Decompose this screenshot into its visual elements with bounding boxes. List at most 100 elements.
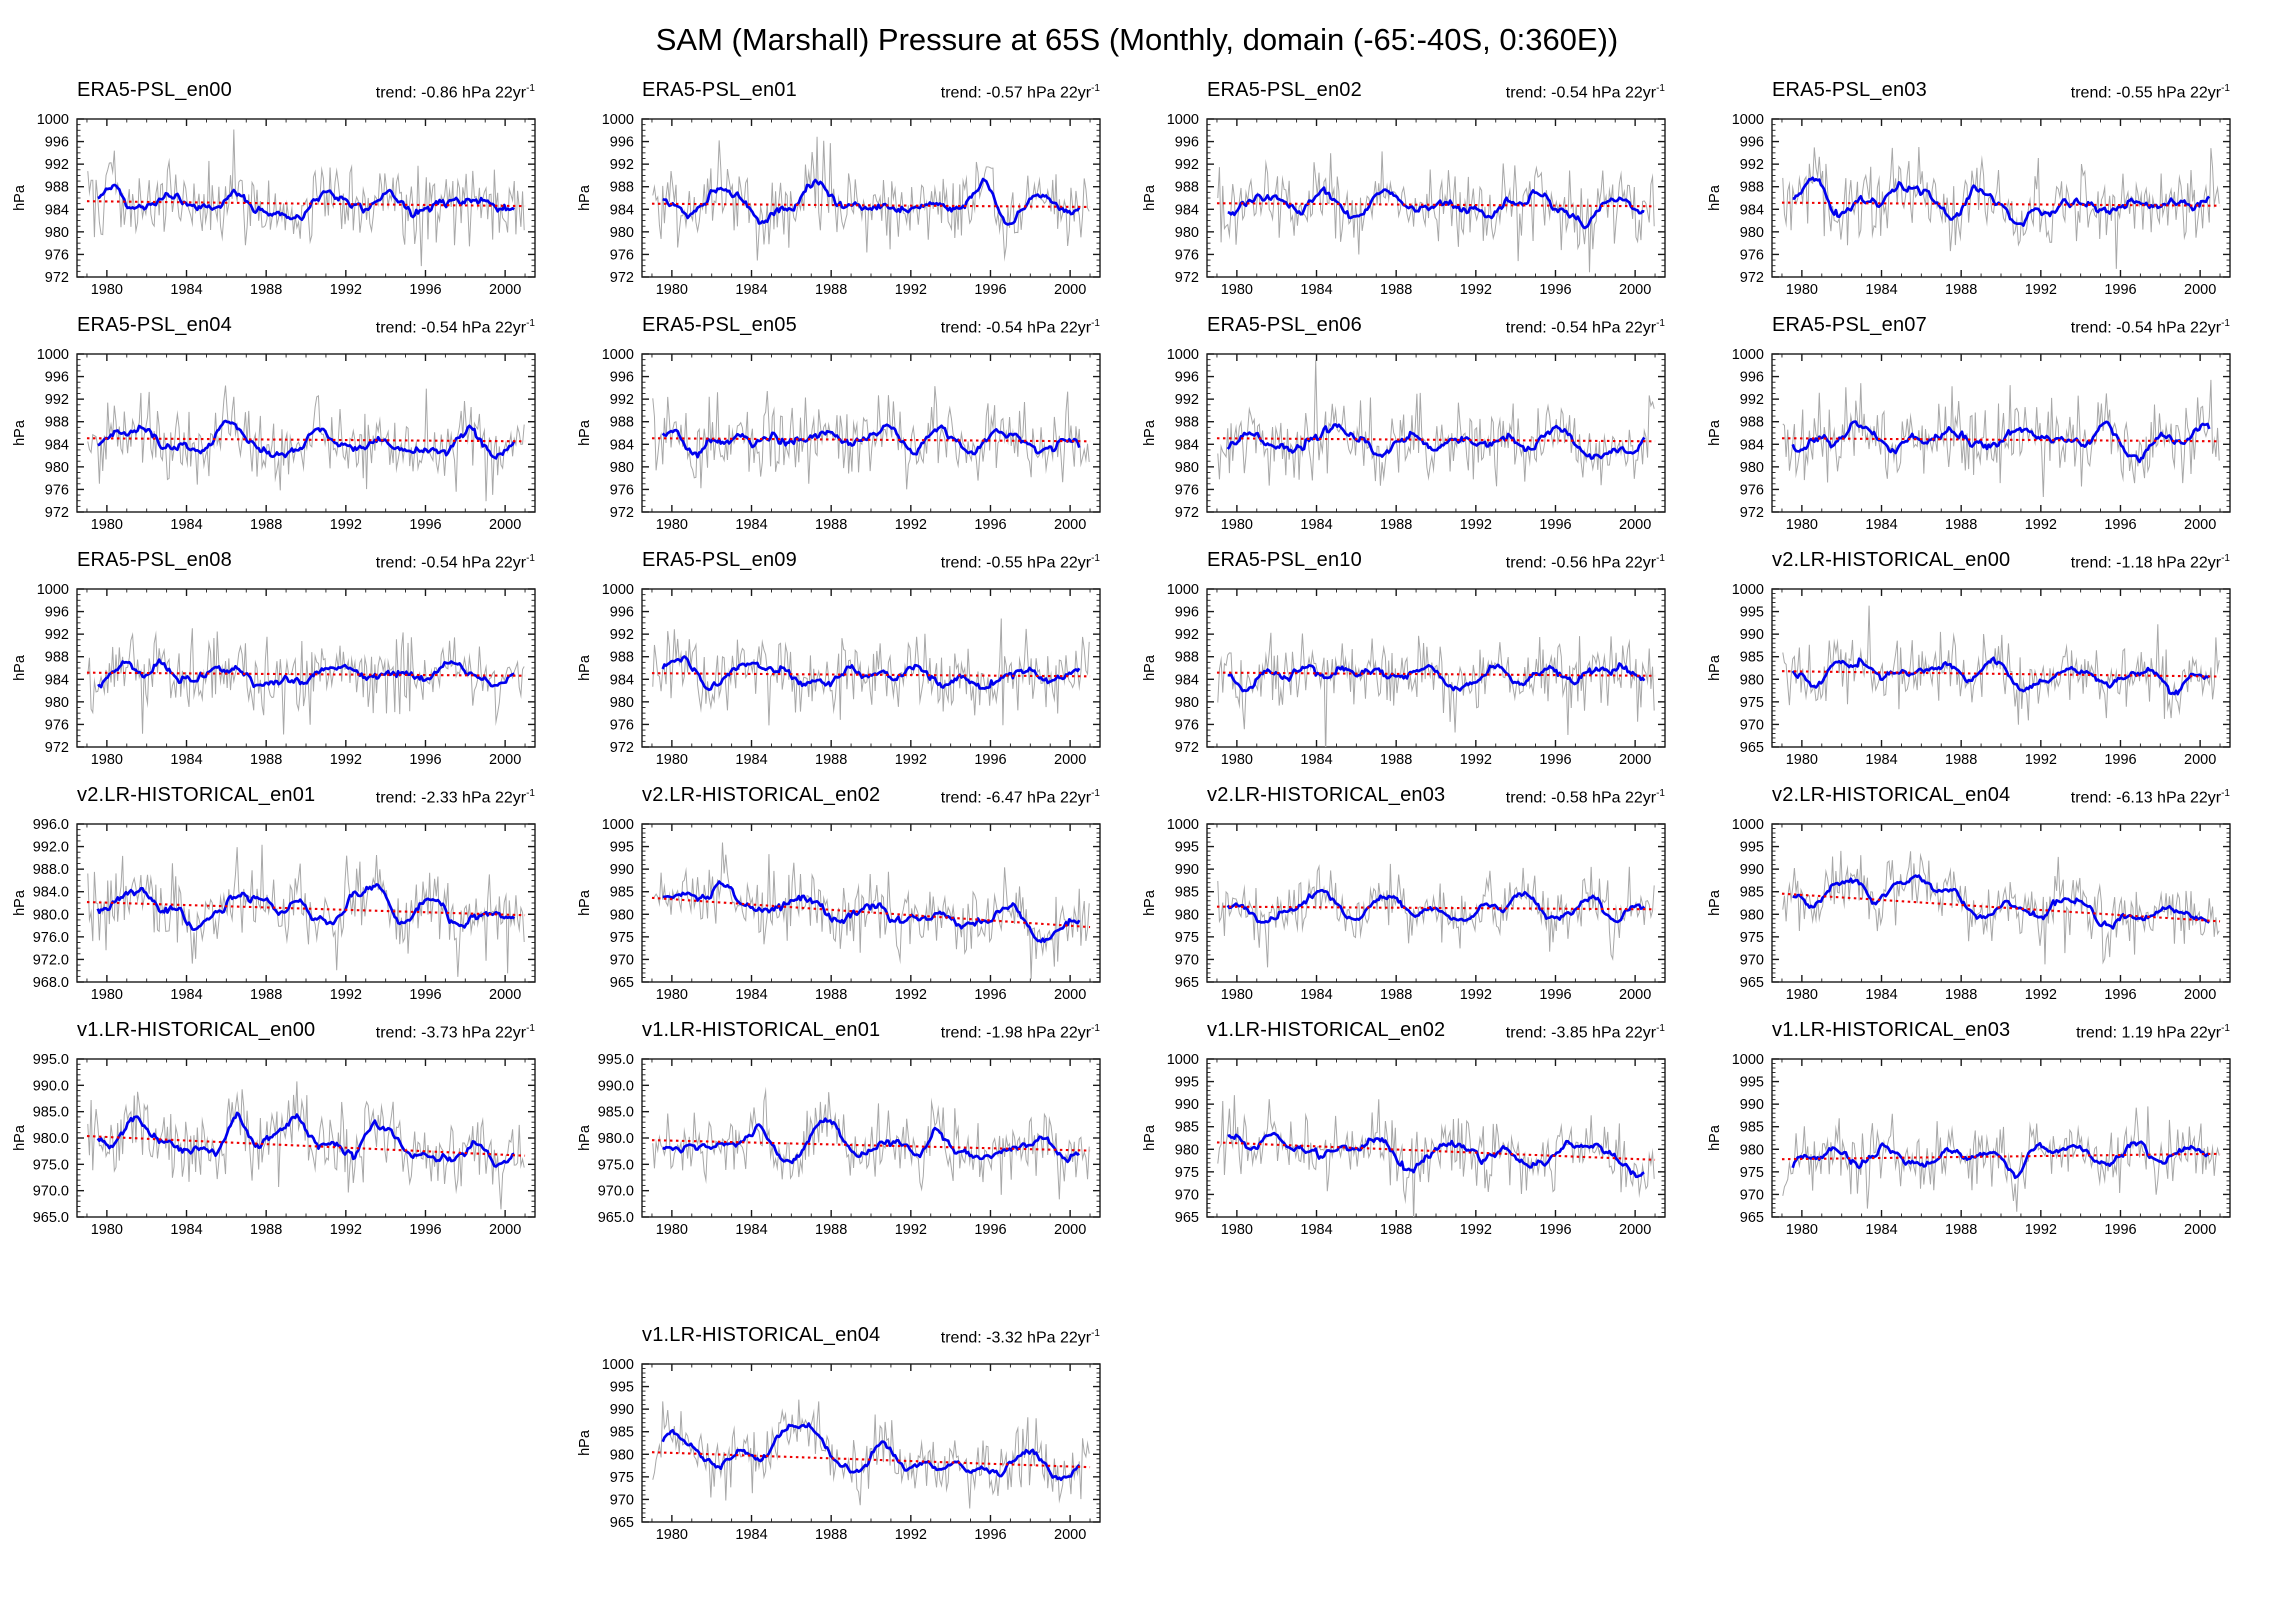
panel-title: ERA5-PSL_en04: [77, 314, 232, 336]
panel-trend-label: trend: -0.54 hPa 22yr-1: [1506, 318, 1665, 337]
panel-trend-value: trend: -3.85 hPa 22yr: [1505, 1024, 1657, 1042]
panel-trend-exp: -1: [526, 1023, 535, 1034]
panel-trend-value: trend: -0.54 hPa 22yr: [1505, 319, 1657, 337]
panel-canvas: [572, 1308, 1137, 1543]
panel-canvas: [1137, 533, 1702, 768]
panel-title: v2.LR-HISTORICAL_en01: [77, 784, 316, 806]
panel-canvas: [1702, 533, 2267, 768]
panel-trend-exp: -1: [2221, 553, 2230, 564]
panel-cell: ERA5-PSL_en02 trend: -0.54 hPa 22yr-1: [1137, 63, 1702, 298]
panel-canvas: [7, 768, 572, 1003]
panel-canvas: [572, 768, 1137, 1003]
panel-title: ERA5-PSL_en07: [1772, 314, 1927, 336]
panel-trend-value: trend: -0.55 hPa 22yr: [940, 554, 1092, 572]
panel-canvas: [572, 298, 1137, 533]
panel-trend-label: trend: -2.33 hPa 22yr-1: [376, 788, 535, 807]
panel-trend-exp: -1: [2221, 1023, 2230, 1034]
panel-canvas: [7, 1003, 572, 1238]
panel-title: ERA5-PSL_en03: [1772, 79, 1927, 101]
panel-trend-value: trend: -1.18 hPa 22yr: [2070, 554, 2222, 572]
panel-trend-label: trend: -0.54 hPa 22yr-1: [941, 318, 1100, 337]
panel-title: v1.LR-HISTORICAL_en00: [77, 1019, 316, 1041]
panel-trend-exp: -1: [526, 788, 535, 799]
panel-trend-label: trend: -1.18 hPa 22yr-1: [2071, 553, 2230, 572]
panel-title: v1.LR-HISTORICAL_en01: [642, 1019, 881, 1041]
panel-cell: v1.LR-HISTORICAL_en00 trend: -3.73 hPa 2…: [7, 1003, 572, 1238]
panel-title: ERA5-PSL_en02: [1207, 79, 1362, 101]
panel-cell: v2.LR-HISTORICAL_en04 trend: -6.13 hPa 2…: [1702, 768, 2267, 1003]
page-title: SAM (Marshall) Pressure at 65S (Monthly,…: [655, 22, 1619, 57]
panel-canvas: [1702, 63, 2267, 298]
panel-trend-label: trend: -3.73 hPa 22yr-1: [376, 1023, 535, 1042]
panel-title: ERA5-PSL_en10: [1207, 549, 1362, 571]
panel-canvas: [572, 1003, 1137, 1238]
panel-trend-exp: -1: [2221, 788, 2230, 799]
panel-cell: ERA5-PSL_en06 trend: -0.54 hPa 22yr-1: [1137, 298, 1702, 533]
panel-trend-exp: -1: [1656, 83, 1665, 94]
panel-trend-label: trend: -0.57 hPa 22yr-1: [941, 83, 1100, 102]
panel-canvas: [7, 298, 572, 533]
panel-trend-exp: -1: [1091, 553, 1100, 564]
panel-trend-value: trend: -3.32 hPa 22yr: [940, 1329, 1092, 1347]
panel-trend-value: trend: -6.13 hPa 22yr: [2070, 789, 2222, 807]
panel-trend-exp: -1: [526, 318, 535, 329]
panel-title: v1.LR-HISTORICAL_en04: [642, 1324, 881, 1346]
panel-trend-label: trend: 1.19 hPa 22yr-1: [2076, 1023, 2230, 1042]
panel-title: v2.LR-HISTORICAL_en04: [1772, 784, 2011, 806]
panel-trend-label: trend: -0.54 hPa 22yr-1: [1506, 83, 1665, 102]
panel-trend-value: trend: -6.47 hPa 22yr: [940, 789, 1092, 807]
panel-title: v2.LR-HISTORICAL_en02: [642, 784, 881, 806]
panel-title: ERA5-PSL_en06: [1207, 314, 1362, 336]
panel-trend-label: trend: -0.56 hPa 22yr-1: [1506, 553, 1665, 572]
panel-cell: ERA5-PSL_en09 trend: -0.55 hPa 22yr-1: [572, 533, 1137, 768]
panel-cell: v2.LR-HISTORICAL_en03 trend: -0.58 hPa 2…: [1137, 768, 1702, 1003]
panel-trend-label: trend: -0.86 hPa 22yr-1: [376, 83, 535, 102]
panel-trend-exp: -1: [1091, 1328, 1100, 1339]
panel-trend-exp: -1: [2221, 318, 2230, 329]
panel-trend-label: trend: -0.54 hPa 22yr-1: [376, 318, 535, 337]
panel-trend-value: trend: -0.54 hPa 22yr: [2070, 319, 2222, 337]
panel-canvas: [1702, 1003, 2267, 1238]
panel-cell: ERA5-PSL_en08 trend: -0.54 hPa 22yr-1: [7, 533, 572, 768]
panel-trend-value: trend: -2.33 hPa 22yr: [375, 789, 527, 807]
panel-trend-exp: -1: [526, 553, 535, 564]
panel-title: ERA5-PSL_en05: [642, 314, 797, 336]
panel-cell: v1.LR-HISTORICAL_en03 trend: 1.19 hPa 22…: [1702, 1003, 2267, 1238]
panel-trend-exp: -1: [1091, 1023, 1100, 1034]
panel-trend-label: trend: -3.85 hPa 22yr-1: [1506, 1023, 1665, 1042]
panel-trend-value: trend: -0.57 hPa 22yr: [940, 84, 1092, 102]
panel-title: v2.LR-HISTORICAL_en00: [1772, 549, 2011, 571]
panel-title: v1.LR-HISTORICAL_en02: [1207, 1019, 1446, 1041]
panel-trend-exp: -1: [1091, 788, 1100, 799]
panel-canvas: [1137, 298, 1702, 533]
panel-trend-value: trend: -0.56 hPa 22yr: [1505, 554, 1657, 572]
panel-canvas: [1702, 768, 2267, 1003]
panel-trend-value: trend: -0.58 hPa 22yr: [1505, 789, 1657, 807]
panel-title: ERA5-PSL_en01: [642, 79, 797, 101]
panel-trend-value: trend: -0.55 hPa 22yr: [2070, 84, 2222, 102]
panel-cell: v1.LR-HISTORICAL_en01 trend: -1.98 hPa 2…: [572, 1003, 1137, 1238]
panel-trend-label: trend: -6.47 hPa 22yr-1: [941, 788, 1100, 807]
panel-canvas: [7, 63, 572, 298]
panel-cell: v2.LR-HISTORICAL_en01 trend: -2.33 hPa 2…: [7, 768, 572, 1003]
panel-trend-label: trend: -0.58 hPa 22yr-1: [1506, 788, 1665, 807]
panel-trend-value: trend: -1.98 hPa 22yr: [940, 1024, 1092, 1042]
panel-canvas: [1137, 63, 1702, 298]
panel-cell: v2.LR-HISTORICAL_en02 trend: -6.47 hPa 2…: [572, 768, 1137, 1003]
panel-title: ERA5-PSL_en08: [77, 549, 232, 571]
panel-trend-label: trend: -0.54 hPa 22yr-1: [2071, 318, 2230, 337]
panel-cell: ERA5-PSL_en05 trend: -0.54 hPa 22yr-1: [572, 298, 1137, 533]
panel-canvas: [7, 533, 572, 768]
panel-canvas: [1137, 1003, 1702, 1238]
panel-trend-value: trend: -0.54 hPa 22yr: [940, 319, 1092, 337]
panel-grid: ERA5-PSL_en00 trend: -0.86 hPa 22yr-1 ER…: [7, 63, 2267, 1543]
panel-trend-value: trend: -0.54 hPa 22yr: [1505, 84, 1657, 102]
panel-trend-label: trend: -0.54 hPa 22yr-1: [376, 553, 535, 572]
panel-trend-label: trend: -1.98 hPa 22yr-1: [941, 1023, 1100, 1042]
panel-cell: v1.LR-HISTORICAL_en04 trend: -3.32 hPa 2…: [572, 1308, 1137, 1543]
panel-title: v2.LR-HISTORICAL_en03: [1207, 784, 1446, 806]
panel-trend-exp: -1: [1091, 83, 1100, 94]
panel-cell: ERA5-PSL_en04 trend: -0.54 hPa 22yr-1: [7, 298, 572, 533]
panel-trend-value: trend: 1.19 hPa 22yr: [2076, 1024, 2222, 1042]
panel-trend-value: trend: -0.54 hPa 22yr: [375, 554, 527, 572]
